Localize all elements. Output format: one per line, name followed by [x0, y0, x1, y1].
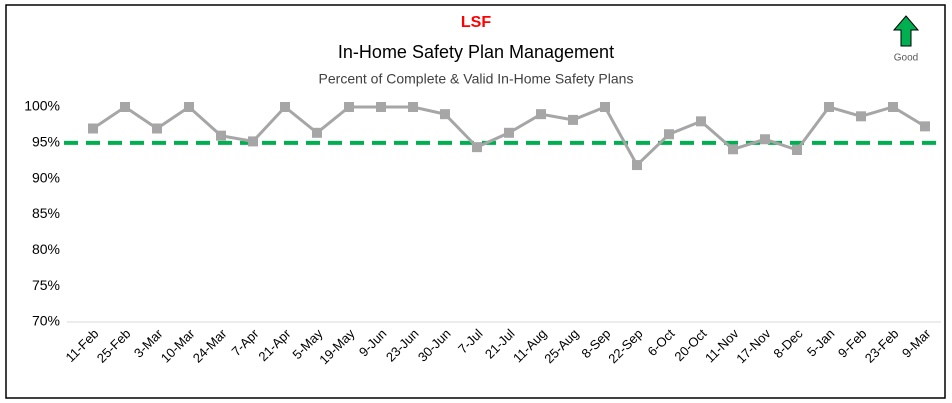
point-marker [760, 134, 770, 145]
point-marker [248, 136, 258, 147]
y-tick-label: 95% [32, 134, 60, 150]
y-tick-label: 75% [32, 277, 60, 293]
point-marker [440, 109, 450, 120]
point-marker [920, 121, 930, 132]
point-marker [856, 111, 866, 122]
point-marker [344, 102, 354, 112]
good-arrow [892, 15, 920, 47]
point-marker [88, 123, 98, 134]
point-marker [888, 102, 898, 112]
point-marker [280, 102, 290, 112]
y-tick-label: 85% [32, 205, 60, 221]
point-marker [568, 114, 578, 125]
point-marker [120, 102, 130, 112]
point-marker [376, 102, 386, 112]
chart-label: LSF [461, 14, 491, 31]
chart-subtitle: Percent of Complete & Valid In-Home Safe… [319, 71, 634, 87]
point-marker [696, 116, 706, 127]
point-marker [184, 102, 194, 112]
point-marker [664, 129, 674, 140]
point-marker [536, 109, 546, 120]
point-marker [792, 145, 802, 155]
point-marker [600, 102, 610, 112]
point-marker [504, 127, 514, 138]
indicator-label: Good [894, 53, 918, 64]
y-tick-label: 80% [32, 241, 60, 257]
chart-border [5, 4, 946, 399]
chart-title: In-Home Safety Plan Management [338, 42, 614, 62]
point-marker [728, 144, 738, 155]
point-marker [472, 142, 482, 153]
y-tick-label: 90% [32, 169, 60, 185]
point-marker [824, 102, 834, 112]
y-tick-label: 70% [32, 313, 60, 329]
point-marker [408, 102, 418, 112]
point-marker [632, 160, 642, 171]
y-tick-label: 100% [24, 98, 60, 114]
point-marker [152, 123, 162, 134]
point-marker [216, 130, 226, 141]
point-marker [312, 127, 322, 138]
